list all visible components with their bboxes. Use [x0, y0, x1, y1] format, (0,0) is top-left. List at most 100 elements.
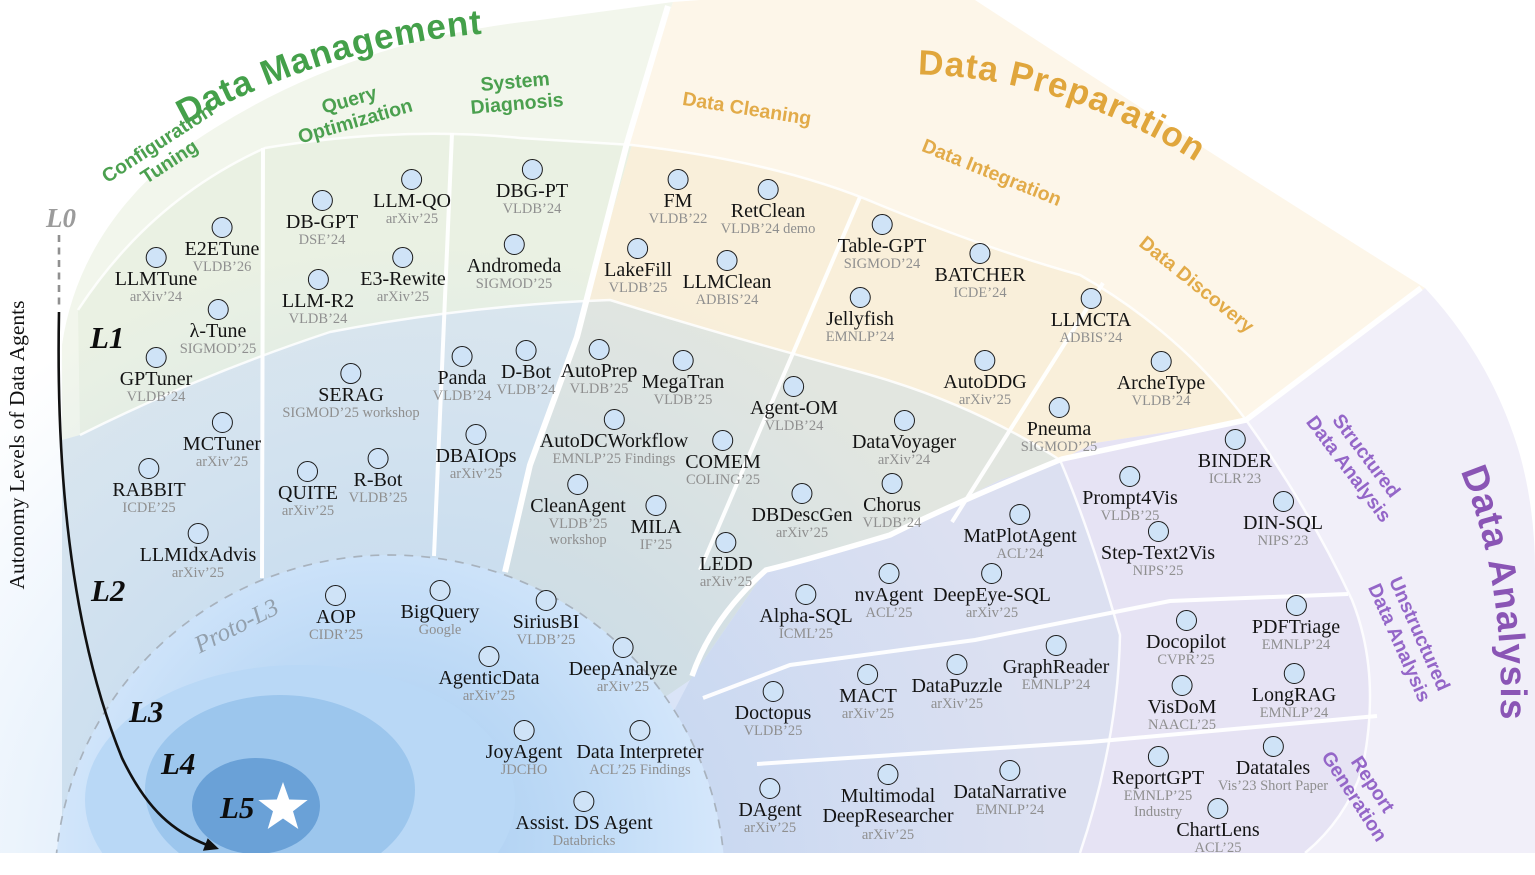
paper-item: BINDER ICLR’23 [1198, 429, 1272, 488]
paper-venue: VLDB’25 [348, 490, 408, 507]
paper-item: ChartLens ACL’25 [1176, 798, 1260, 857]
l5-region [192, 758, 320, 853]
paper-dot-icon [573, 791, 595, 812]
paper-item: LLMIdxAdvis arXiv’25 [139, 523, 257, 582]
paper-item: Multimodal DeepResearcher arXiv’25 [822, 764, 954, 843]
paper-item: LakeFill VLDB’25 [604, 238, 672, 297]
paper-venue: VLDB’25 [569, 381, 629, 398]
paper-item: Agent-OM VLDB’24 [750, 376, 838, 435]
level-label-l3: L3 [128, 694, 163, 729]
paper-venue: SIGMOD’25 workshop [282, 405, 420, 422]
paper-dot-icon [759, 778, 781, 799]
paper-item: LEDD arXiv’25 [699, 532, 753, 591]
paper-dot-icon [974, 350, 996, 371]
paper-name: nvAgent [854, 584, 924, 606]
paper-dot-icon [1150, 351, 1172, 372]
paper-venue: arXiv’25 [385, 211, 439, 228]
autonomy-arrow [57, 311, 208, 847]
paper-venue: EMNLP’24 [825, 329, 895, 346]
paper-dot-icon [981, 563, 1003, 584]
paper-item: DataNarrative EMNLP’24 [953, 760, 1067, 819]
paper-item: MegaTran VLDB’25 [641, 350, 725, 409]
paper-venue: arXiv’25 [861, 826, 915, 843]
paper-dot-icon [138, 458, 160, 479]
paper-dot-icon [465, 424, 487, 445]
paper-name: Agent-OM [750, 397, 838, 419]
paper-dot-icon [999, 760, 1021, 781]
paper-item: MatPlotAgent ACL’24 [963, 504, 1077, 563]
paper-name: Datatales [1235, 757, 1311, 779]
paper-dot-icon [603, 409, 625, 430]
paper-venue: EMNLP’25 Findings [552, 451, 676, 468]
paper-item: COMEM COLING’25 [685, 430, 761, 489]
paper-dot-icon [969, 243, 991, 264]
paper-venue: COLING’25 [685, 472, 761, 489]
paper-item: Chorus VLDB’24 [862, 473, 922, 532]
paper-venue: EMNLP’24 [975, 802, 1045, 819]
paper-item: PDFTriage EMNLP’24 [1252, 595, 1340, 654]
paper-dot-icon [401, 169, 423, 190]
paper-dot-icon [297, 461, 319, 482]
paper-item: BATCHER ICDE’24 [934, 243, 1026, 302]
arrowhead-icon [202, 838, 219, 851]
paper-venue: ADBIS’24 [695, 292, 759, 309]
paper-venue: VLDB’24 [502, 201, 562, 218]
paper-dot-icon [340, 363, 362, 384]
paper-venue: ACL’25 [1194, 840, 1242, 857]
paper-name: Panda [437, 367, 487, 389]
paper-item: GPTuner VLDB’24 [120, 347, 192, 406]
paper-name: MegaTran [641, 371, 725, 393]
paper-item: SiriusBI VLDB’25 [513, 590, 579, 649]
divider-management-preparation [502, 5, 671, 573]
paper-name: DIN-SQL [1243, 512, 1323, 534]
seam-l0-l1 [76, 132, 1372, 853]
paper-item: DIN-SQL NIPS’23 [1243, 491, 1323, 550]
paper-item: Datatales Vis’23 Short Paper [1218, 736, 1328, 795]
paper-name: DAgent [738, 799, 802, 821]
paper-venue: Databricks [552, 833, 616, 850]
divider-query-diagnosis [432, 132, 454, 557]
paper-venue: arXiv’25 [281, 503, 335, 520]
paper-name: LakeFill [604, 259, 672, 281]
paper-venue: SIGMOD’24 [843, 256, 921, 273]
paper-name: DataVoyager [851, 431, 957, 453]
paper-dot-icon [367, 448, 389, 469]
paper-venue: arXiv’25 [958, 392, 1012, 409]
paper-item: CleanAgent VLDB’25 workshop [530, 474, 626, 549]
paper-dot-icon [871, 214, 893, 235]
paper-name: LLMIdxAdvis [139, 544, 257, 566]
paper-venue: NIPS’23 [1257, 533, 1309, 550]
paper-name: R-Bot [353, 469, 403, 491]
paper-venue: EMNLP’25 Industry [1123, 788, 1193, 821]
paper-name: LEDD [699, 553, 753, 575]
paper-venue: EMNLP’24 [1261, 637, 1331, 654]
paper-dot-icon [1175, 610, 1197, 631]
paper-venue: VLDB’24 [862, 515, 922, 532]
paper-venue: arXiv’25 [775, 525, 829, 542]
paper-name: λ-Tune [189, 320, 247, 342]
paper-item: DeepAnalyze arXiv’25 [569, 637, 677, 696]
divider-preparation-analysis [689, 285, 1423, 677]
paper-name: CleanAgent [530, 495, 626, 517]
paper-item: λ-Tune SIGMOD’25 [179, 299, 257, 358]
paper-dot-icon [311, 190, 333, 211]
paper-name: DataNarrative [953, 781, 1067, 803]
paper-item: FM VLDB’22 [648, 169, 708, 228]
paper-dot-icon [207, 299, 229, 320]
paper-dot-icon [567, 474, 589, 495]
paper-item: QUITE arXiv’25 [278, 461, 338, 520]
paper-name: Pneuma [1026, 418, 1092, 440]
paper-name: DeepEye-SQL [933, 584, 1051, 606]
paper-name: DB-GPT [285, 211, 359, 233]
paper-item: Step-Text2Vis NIPS’25 [1101, 521, 1215, 580]
paper-name: LLMCTA [1050, 309, 1132, 331]
paper-venue: SIGMOD’25 [179, 341, 257, 358]
paper-dot-icon [857, 664, 879, 685]
paper-dot-icon [325, 585, 347, 606]
paper-item: E2ETune VLDB’26 [185, 217, 259, 276]
paper-dot-icon [1171, 675, 1193, 696]
paper-venue: VLDB’22 [648, 211, 708, 228]
paper-venue: JDCHO [500, 762, 548, 779]
paper-dot-icon [757, 179, 779, 200]
